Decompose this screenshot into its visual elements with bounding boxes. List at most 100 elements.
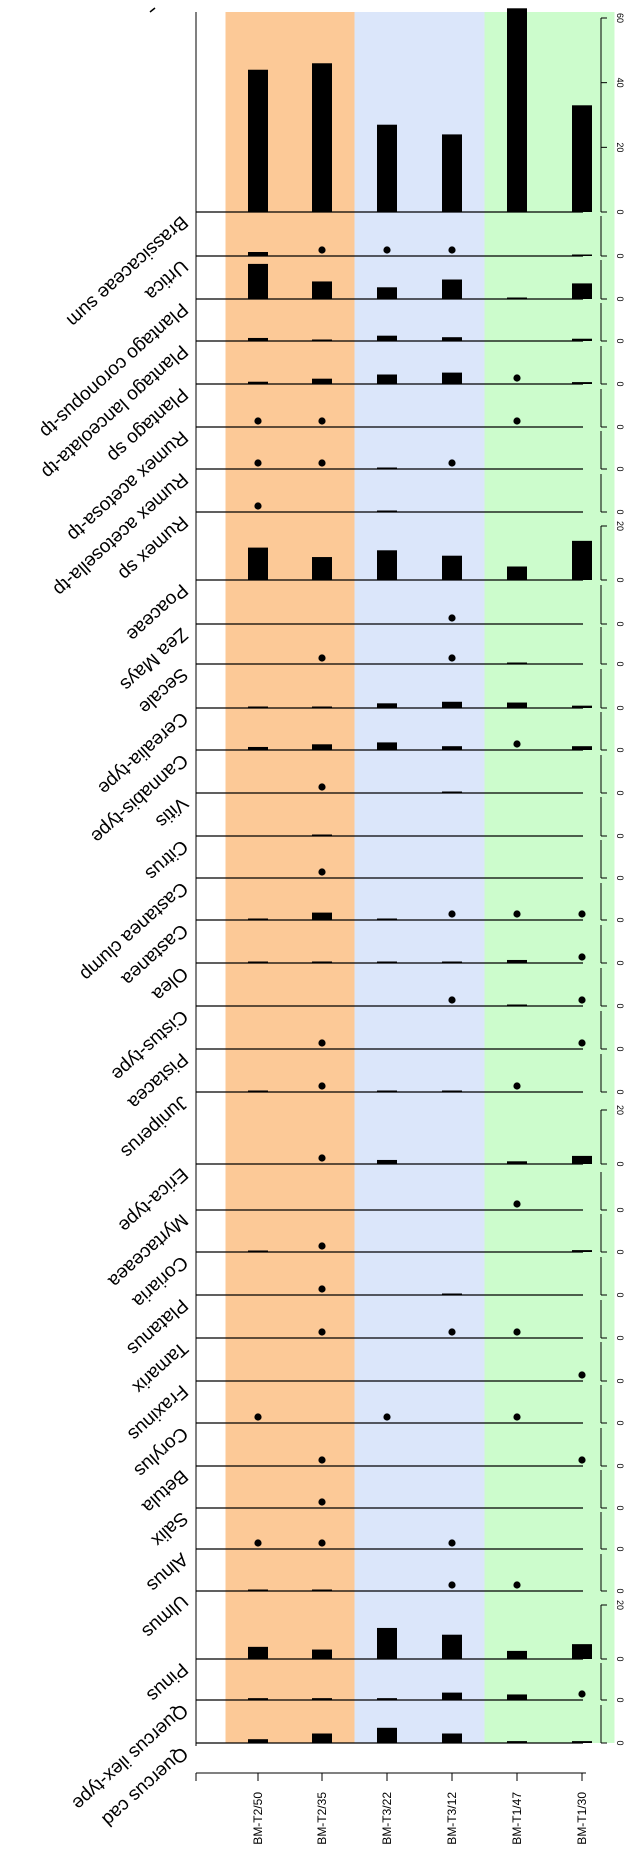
bar xyxy=(377,374,397,384)
bar xyxy=(507,662,527,664)
presence-dot xyxy=(513,910,521,918)
panel-tick-label: 0 xyxy=(615,1292,625,1297)
bar xyxy=(442,555,462,580)
panel-tick-label: 0 xyxy=(615,790,625,795)
presence-dot xyxy=(318,1456,326,1464)
sample-label: BM-T2/35 xyxy=(315,1792,329,1845)
bar xyxy=(312,281,332,299)
bar xyxy=(312,339,332,341)
panel-tick-label: 0 xyxy=(615,917,625,922)
bar xyxy=(248,1698,268,1700)
panel-tick-label: 20 xyxy=(615,1600,625,1610)
presence-dot xyxy=(448,996,456,1004)
presence-dot xyxy=(318,783,326,791)
taxon-label: Pinus xyxy=(142,1658,191,1705)
bar xyxy=(312,378,332,384)
bar xyxy=(442,1293,462,1295)
presence-dot xyxy=(513,1200,521,1208)
bar xyxy=(442,961,462,963)
bar xyxy=(572,1250,592,1252)
panel-tick-label: 0 xyxy=(615,1378,625,1383)
panel-tick-label: 0 xyxy=(615,1588,625,1593)
presence-dot xyxy=(578,1690,586,1698)
panel-tick-label: 20 xyxy=(615,142,625,152)
bar xyxy=(248,547,268,580)
bar xyxy=(312,557,332,580)
bar xyxy=(248,69,268,212)
corner-mark xyxy=(149,7,156,13)
panel-tick-label: 0 xyxy=(615,296,625,301)
presence-dot xyxy=(448,1328,456,1336)
panel-tick-label: 0 xyxy=(615,466,625,471)
panel-tick-label: 0 xyxy=(615,621,625,626)
presence-dot xyxy=(578,910,586,918)
presence-dot xyxy=(254,459,262,467)
bar xyxy=(442,279,462,299)
bar xyxy=(248,1646,268,1659)
bar xyxy=(248,1589,268,1591)
presence-dot xyxy=(513,417,521,425)
bar xyxy=(312,706,332,708)
panel-tick-label: 20 xyxy=(615,1105,625,1115)
bar xyxy=(248,252,268,256)
panel-tick-label: 0 xyxy=(615,875,625,880)
bar xyxy=(507,959,527,963)
presence-dot xyxy=(513,374,521,382)
panel-tick-label: 0 xyxy=(615,705,625,710)
panel-tick-label: 0 xyxy=(615,1207,625,1212)
panel-tick-label: 0 xyxy=(615,1335,625,1340)
bar xyxy=(572,283,592,299)
bar xyxy=(312,912,332,920)
bar xyxy=(248,263,268,299)
presence-dot xyxy=(448,654,456,662)
panel-tick-label: 0 xyxy=(615,661,625,666)
presence-dot xyxy=(513,1413,521,1421)
sample-label: BM-T1/47 xyxy=(510,1792,524,1845)
bar xyxy=(377,550,397,580)
bar xyxy=(442,791,462,793)
panel-tick-label: 0 xyxy=(615,1656,625,1661)
panel-tick-label: 40 xyxy=(615,78,625,88)
presence-dot xyxy=(254,1539,262,1547)
panel-tick-label: 20 xyxy=(615,521,625,531)
taxon-label: Juniperus xyxy=(116,1091,191,1162)
bar xyxy=(507,1694,527,1700)
bar xyxy=(377,1627,397,1659)
bar xyxy=(312,1649,332,1659)
bar xyxy=(442,1634,462,1659)
panel-tick-label: 0 xyxy=(615,381,625,386)
panel-tick-label: 0 xyxy=(615,1003,625,1008)
panel-tick-label: 0 xyxy=(615,960,625,965)
bar xyxy=(248,918,268,920)
panel-tick-label: 0 xyxy=(615,1463,625,1468)
bar xyxy=(507,566,527,580)
bar xyxy=(377,918,397,920)
panel-tick-label: 0 xyxy=(615,1161,625,1166)
bar xyxy=(377,1727,397,1743)
bar xyxy=(312,1698,332,1700)
panel-tick-label: 0 xyxy=(615,1089,625,1094)
presence-dot xyxy=(448,910,456,918)
bar xyxy=(442,1733,462,1743)
panel-tick-label: 0 xyxy=(615,1420,625,1425)
presence-dot xyxy=(578,1371,586,1379)
sample-label: BM-T2/50 xyxy=(251,1792,265,1845)
taxon-label: Vitis xyxy=(151,792,191,831)
bar xyxy=(572,1741,592,1743)
bar xyxy=(248,337,268,341)
panel-tick-label: 0 xyxy=(615,1740,625,1745)
presence-dot xyxy=(318,459,326,467)
presence-dot xyxy=(318,1154,326,1162)
bar xyxy=(572,540,592,580)
bar xyxy=(312,834,332,836)
bar xyxy=(442,1692,462,1700)
bar xyxy=(248,961,268,963)
bar xyxy=(377,467,397,469)
presence-dot xyxy=(448,614,456,622)
presence-dot xyxy=(383,1413,391,1421)
presence-dot xyxy=(448,1581,456,1589)
bar xyxy=(507,1004,527,1006)
presence-dot xyxy=(578,996,586,1004)
bar xyxy=(572,338,592,341)
bar xyxy=(248,1250,268,1252)
